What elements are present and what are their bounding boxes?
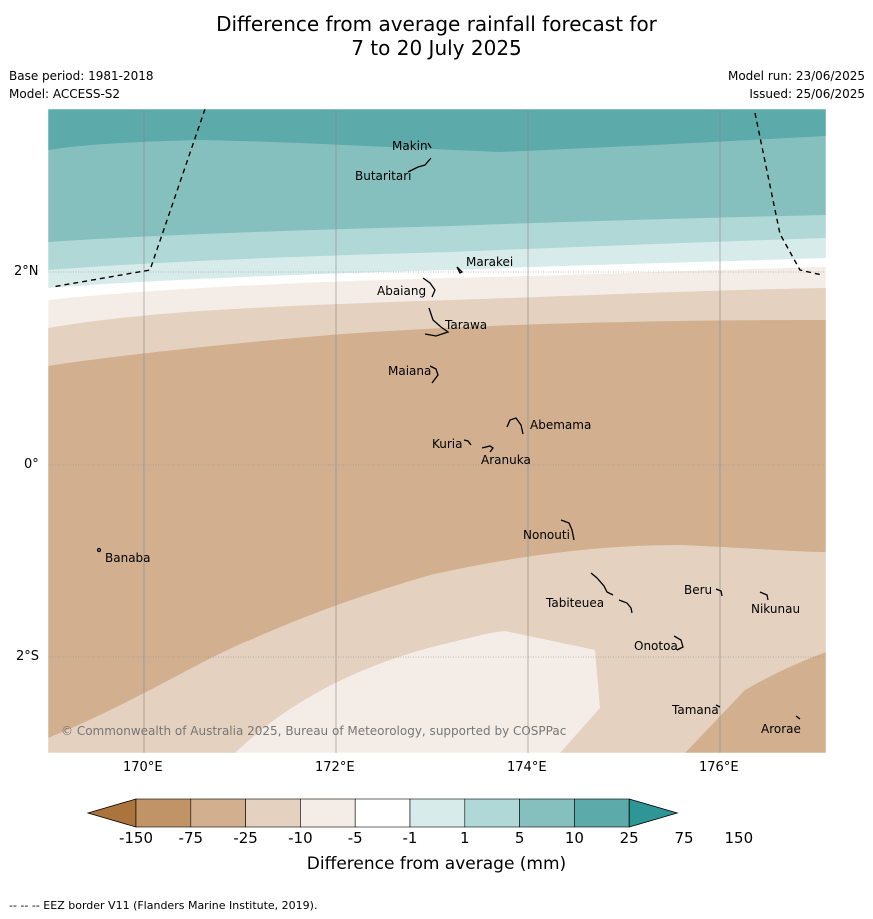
place-tabiteuea: Tabiteuea — [546, 596, 605, 610]
lat-label-0: 0° — [24, 457, 39, 472]
place-beru: Beru — [684, 583, 713, 597]
colorbar-tick-label: 150 — [724, 829, 754, 847]
lon-label-172e: 172°E — [315, 760, 355, 775]
place-nikunau: Nikunau — [751, 602, 801, 616]
colorbar-tick-label: 1 — [460, 829, 470, 847]
base-period: Base period: 1981-2018 — [9, 69, 154, 83]
colorbar-tick-label: 75 — [674, 829, 694, 847]
eez-border — [51, 108, 823, 288]
colorbar-tick-label: -1 — [402, 829, 418, 847]
lon-label-176e: 176°E — [699, 760, 739, 775]
model-run: Model run: 23/06/2025 — [727, 69, 865, 83]
colorbar-tick-label: -10 — [288, 829, 313, 847]
model-name: Model: ACCESS-S2 — [9, 87, 121, 101]
place-abaiang: Abaiang — [377, 284, 427, 298]
place-aranuka: Aranuka — [481, 453, 531, 467]
lon-label-174e: 174°E — [507, 760, 547, 775]
colorbar-title: Difference from average (mm) — [306, 854, 567, 874]
place-marakei: Marakei — [466, 255, 514, 269]
zone-minus5-south — [235, 631, 600, 753]
place-nonouti: Nonouti — [523, 528, 570, 542]
zone-plus25 — [48, 109, 826, 152]
place-kuria: Kuria — [432, 437, 463, 451]
title-line-1: Difference from average rainfall forecas… — [216, 12, 657, 36]
place-banaba: Banaba — [105, 551, 151, 565]
place-butaritari: Butaritari — [355, 169, 412, 183]
map-title: Difference from average rainfall forecas… — [0, 12, 873, 60]
colorbar-tick-label: -75 — [178, 829, 204, 847]
copyright-notice: © Commonwealth of Australia 2025, Bureau… — [61, 724, 567, 738]
rainfall-field — [48, 109, 826, 753]
title-line-2: 7 to 20 July 2025 — [351, 36, 522, 60]
place-arorae: Arorae — [761, 722, 801, 736]
colorbar-tick-label: -150 — [118, 829, 154, 847]
meta-left: Base period: 1981-2018 Model: ACCESS-S2 — [9, 67, 154, 103]
lat-label-2n: 2°N — [14, 264, 39, 279]
issued-date: Issued: 25/06/2025 — [749, 87, 865, 101]
island-outlines — [96, 142, 801, 720]
meta-right: Model run: 23/06/2025 Issued: 25/06/2025 — [728, 67, 865, 103]
graticule — [48, 109, 826, 753]
colorbar-tick-label: -5 — [347, 829, 363, 847]
lat-label-2s: 2°S — [16, 649, 40, 664]
colorbar-tick-label: -25 — [233, 829, 258, 847]
place-abemama: Abemama — [530, 418, 592, 432]
place-tamana: Tamana — [672, 703, 719, 717]
place-tarawa: Tarawa — [445, 318, 488, 332]
colorbar-tick-label: 5 — [514, 829, 525, 847]
island-makin — [427, 142, 432, 149]
colorbar-tick-label: 25 — [619, 829, 639, 847]
place-onotoa: Onotoa — [634, 639, 678, 653]
colorbar-tick-label: 10 — [564, 829, 584, 847]
lon-label-170e: 170°E — [123, 760, 163, 775]
place-makin: Makin — [392, 139, 428, 153]
place-maiana: Maiana — [388, 364, 432, 378]
eez-footer-note: -- -- -- EEZ border V11 (Flanders Marine… — [9, 899, 318, 912]
